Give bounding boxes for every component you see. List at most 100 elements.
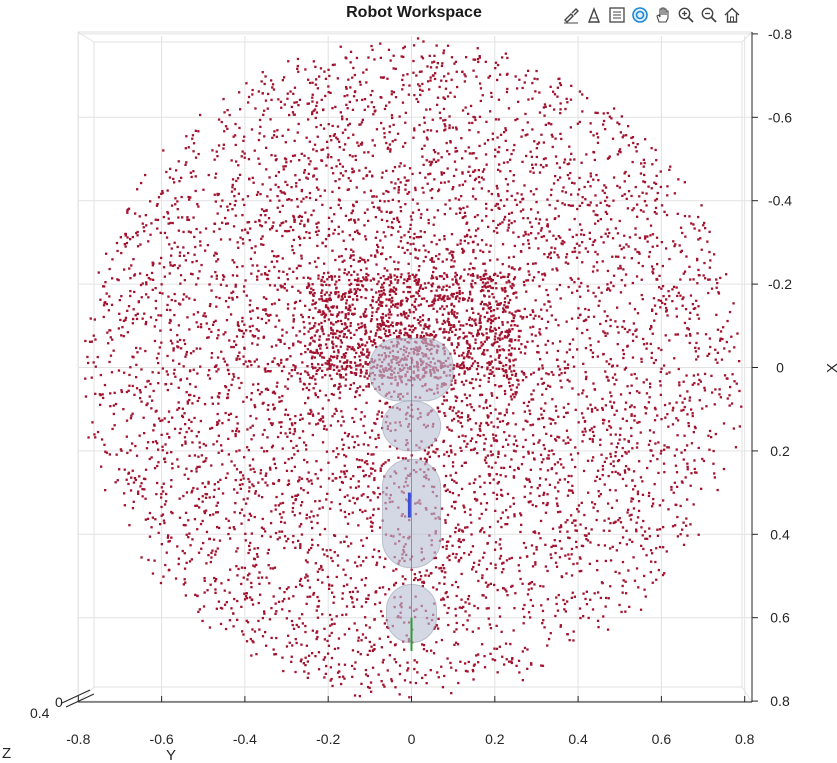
workspace-point xyxy=(359,359,362,362)
workspace-point xyxy=(273,302,276,305)
workspace-point xyxy=(729,385,732,389)
brush-icon[interactable] xyxy=(560,4,581,26)
workspace-point xyxy=(359,465,362,469)
workspace-point xyxy=(260,526,264,529)
workspace-point xyxy=(365,341,369,344)
workspace-point xyxy=(267,217,271,220)
workspace-point xyxy=(443,567,446,570)
workspace-point xyxy=(248,303,251,307)
workspace-point xyxy=(231,429,234,433)
workspace-point xyxy=(250,272,253,275)
workspace-point xyxy=(654,359,657,362)
workspace-point xyxy=(120,389,123,392)
workspace-point xyxy=(272,134,276,137)
workspace-point xyxy=(312,593,315,596)
workspace-point xyxy=(479,429,482,432)
workspace-point xyxy=(428,54,431,57)
workspace-point xyxy=(541,622,544,625)
zoom-in-icon[interactable] xyxy=(675,4,696,26)
workspace-point xyxy=(483,666,487,669)
workspace-point xyxy=(160,341,163,344)
workspace-point xyxy=(379,469,382,472)
workspace-point xyxy=(369,516,372,519)
workspace-point xyxy=(596,619,600,622)
workspace-point xyxy=(181,407,184,410)
workspace-point xyxy=(159,419,162,423)
legend-icon[interactable] xyxy=(606,4,627,26)
workspace-point xyxy=(244,532,247,535)
workspace-point xyxy=(697,355,700,358)
workspace-point xyxy=(554,318,557,321)
data-tips-icon[interactable] xyxy=(583,4,604,26)
workspace-point xyxy=(609,522,612,525)
workspace-point xyxy=(675,448,678,451)
workspace-point xyxy=(193,454,197,457)
workspace-point xyxy=(627,190,631,193)
workspace-point xyxy=(421,676,424,680)
workspace-point xyxy=(330,556,333,560)
workspace-point xyxy=(451,256,455,259)
workspace-point xyxy=(574,446,577,449)
workspace-point xyxy=(269,188,272,191)
workspace-point xyxy=(404,183,407,187)
workspace-point xyxy=(533,583,536,586)
workspace-point xyxy=(438,85,441,89)
workspace-point xyxy=(183,412,186,415)
workspace-point xyxy=(364,360,367,364)
workspace-point xyxy=(460,598,463,601)
workspace-point xyxy=(440,665,443,668)
workspace-point xyxy=(306,491,309,494)
workspace-point xyxy=(249,360,252,363)
workspace-point xyxy=(485,399,488,402)
workspace-point xyxy=(616,325,619,329)
workspace-point xyxy=(434,72,437,75)
workspace-point xyxy=(297,264,300,267)
zoom-out-icon[interactable] xyxy=(698,4,719,26)
workspace-point xyxy=(259,214,262,217)
workspace-point xyxy=(280,369,284,373)
workspace-point xyxy=(594,479,597,483)
workspace-point xyxy=(288,229,291,233)
workspace-point xyxy=(333,595,336,599)
workspace-point xyxy=(635,150,638,153)
workspace-point xyxy=(500,630,503,633)
workspace-point xyxy=(455,553,458,556)
workspace-point xyxy=(208,626,212,629)
workspace-point xyxy=(393,658,396,661)
workspace-point xyxy=(720,358,724,361)
workspace-point xyxy=(375,563,378,567)
pan-icon[interactable] xyxy=(652,4,673,26)
workspace-point xyxy=(707,434,710,437)
workspace-point xyxy=(645,407,648,410)
workspace-point xyxy=(227,413,231,416)
home-icon[interactable] xyxy=(721,4,742,26)
workspace-point xyxy=(409,227,412,230)
workspace-point xyxy=(512,412,515,415)
workspace-point xyxy=(458,416,461,419)
workspace-point xyxy=(689,484,692,487)
workspace-point xyxy=(378,322,382,326)
workspace-point xyxy=(366,517,369,520)
rotate-3d-icon[interactable] xyxy=(629,4,650,26)
workspace-point xyxy=(311,652,314,655)
workspace-point xyxy=(291,423,294,427)
workspace-point xyxy=(290,375,293,378)
workspace-point xyxy=(708,266,711,269)
workspace-point xyxy=(559,236,562,239)
workspace-point xyxy=(581,196,584,199)
workspace-point xyxy=(398,664,402,667)
workspace-point xyxy=(436,209,439,212)
workspace-point xyxy=(281,134,284,137)
workspace-point xyxy=(539,537,542,540)
workspace-point xyxy=(397,261,400,264)
workspace-point xyxy=(493,548,497,551)
workspace-point xyxy=(622,320,625,323)
workspace-point xyxy=(216,501,219,504)
workspace-point xyxy=(504,475,507,478)
workspace-point xyxy=(346,559,349,562)
workspace-point xyxy=(413,232,416,236)
workspace-point xyxy=(313,340,316,343)
workspace-point xyxy=(344,475,347,478)
workspace-point xyxy=(477,661,480,664)
